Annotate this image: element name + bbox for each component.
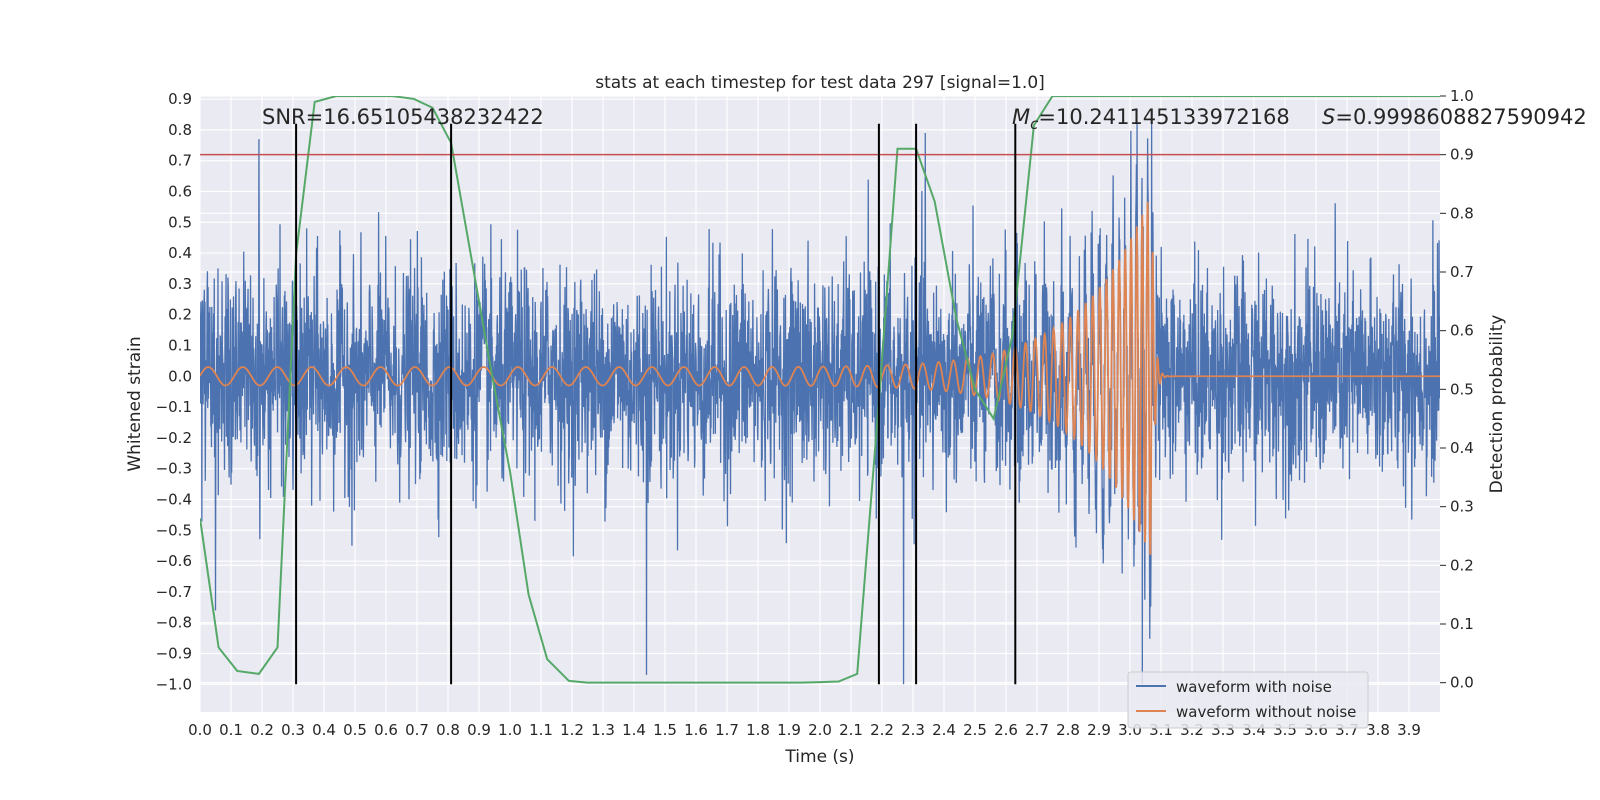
legend: waveform with noise waveform without noi… bbox=[1127, 671, 1369, 729]
x-tick-label: 0.6 bbox=[374, 721, 398, 739]
y-axis-ticks: 0.9 0.8 0.7 0.6 0.5 0.4 0.3 0.2 0.1 0.0 −0.1 −0.2 −0… bbox=[156, 90, 192, 693]
x-tick-label: 3.8 bbox=[1366, 721, 1390, 739]
chart-title: stats at each timestep for test data 297… bbox=[595, 73, 1045, 93]
mc-subscript: c bbox=[1030, 115, 1039, 133]
y-tick-label: −0.5 bbox=[156, 521, 192, 539]
x-tick-label: 2.9 bbox=[1087, 721, 1111, 739]
vertical-markers bbox=[295, 123, 1017, 685]
x-tick-label: 2.3 bbox=[901, 721, 925, 739]
x-tick-label: 2.6 bbox=[994, 721, 1018, 739]
legend-label-clean: waveform without noise bbox=[1176, 703, 1356, 721]
y-tick-label: 0.9 bbox=[168, 90, 192, 108]
series-waveform-with-noise bbox=[200, 123, 1440, 685]
y-tick-label: −1.0 bbox=[156, 675, 192, 693]
x-tick-label: 2.7 bbox=[1025, 721, 1049, 739]
x-tick-label: 0.7 bbox=[405, 721, 429, 739]
x-tick-label: 1.8 bbox=[746, 721, 770, 739]
x-tick-label: 2.4 bbox=[932, 721, 956, 739]
x-axis-label: Time (s) bbox=[784, 747, 854, 767]
y-tick-label: −0.6 bbox=[156, 552, 192, 570]
legend-label-noise: waveform with noise bbox=[1176, 678, 1332, 696]
y2-tick-label: 0.1 bbox=[1450, 615, 1474, 633]
x-tick-label: 2.0 bbox=[808, 721, 832, 739]
x-tick-label: 1.5 bbox=[653, 721, 677, 739]
x-tick-label: 1.1 bbox=[529, 721, 553, 739]
y2-tick-label: 1.0 bbox=[1450, 87, 1474, 105]
x-tick-label: 1.4 bbox=[622, 721, 646, 739]
y-tick-label: 0.4 bbox=[168, 244, 192, 262]
y-tick-label: 0.0 bbox=[168, 367, 192, 385]
y-tick-label: 0.7 bbox=[168, 152, 192, 170]
x-tick-label: 2.2 bbox=[870, 721, 894, 739]
snr-annotation: SNR=16.65105438232422 bbox=[262, 105, 544, 129]
y2-tick-label: 0.4 bbox=[1450, 439, 1474, 457]
y2-tick-label: 0.2 bbox=[1450, 556, 1474, 574]
waveform-without-noise-line bbox=[200, 201, 1440, 556]
mc-symbol: M bbox=[1012, 105, 1030, 129]
detection-probability-line bbox=[200, 96, 1440, 684]
y-tick-label: −0.2 bbox=[156, 429, 192, 447]
x-tick-label: 1.9 bbox=[777, 721, 801, 739]
mc-value: =10.241145133972168 bbox=[1038, 105, 1289, 129]
y-tick-label: 0.2 bbox=[168, 306, 192, 324]
y-tick-label: −0.4 bbox=[156, 490, 192, 508]
x-tick-label: 0.2 bbox=[250, 721, 274, 739]
x-tick-label: 1.6 bbox=[684, 721, 708, 739]
y2-tick-label: 0.0 bbox=[1450, 674, 1474, 692]
x-tick-label: 1.0 bbox=[498, 721, 522, 739]
y-tick-label: 0.3 bbox=[168, 275, 192, 293]
y-tick-label: 0.8 bbox=[168, 121, 192, 139]
s-value: =0.9998608827590942 bbox=[1335, 105, 1586, 129]
x-tick-label: 1.7 bbox=[715, 721, 739, 739]
series-waveform-without-noise bbox=[200, 201, 1440, 556]
y-tick-label: −0.8 bbox=[156, 614, 192, 632]
y-tick-label: 0.5 bbox=[168, 213, 192, 231]
y-tick-label: 0.1 bbox=[168, 336, 192, 354]
waveform-with-noise-line bbox=[200, 123, 1440, 685]
s-symbol: S bbox=[1322, 105, 1335, 129]
x-tick-label: 3.9 bbox=[1397, 721, 1421, 739]
y2-tick-label: 0.9 bbox=[1450, 146, 1474, 164]
x-tick-label: 0.8 bbox=[436, 721, 460, 739]
x-tick-label: 0.5 bbox=[343, 721, 367, 739]
y2-axis-ticks: 1.0 0.9 0.8 0.7 0.6 0.5 0.4 0.3 0.2 0.1 0.0 bbox=[1440, 87, 1474, 692]
x-tick-label: 0.3 bbox=[281, 721, 305, 739]
y2-tick-label: 0.8 bbox=[1450, 204, 1474, 222]
x-tick-label: 0.9 bbox=[467, 721, 491, 739]
y2-tick-label: 0.7 bbox=[1450, 263, 1474, 281]
legend-box bbox=[1127, 671, 1369, 729]
x-tick-label: 0.1 bbox=[219, 721, 243, 739]
mc-annotation: Mc=10.241145133972168 bbox=[1012, 105, 1290, 133]
grid bbox=[199, 95, 1440, 712]
s-annotation: S=0.9998608827590942 bbox=[1322, 105, 1587, 129]
x-tick-label: 0.4 bbox=[312, 721, 336, 739]
x-tick-label: 2.8 bbox=[1056, 721, 1080, 739]
x-tick-label: 1.2 bbox=[560, 721, 584, 739]
y-tick-label: −0.7 bbox=[156, 583, 192, 601]
x-tick-label: 1.3 bbox=[591, 721, 615, 739]
y-tick-label: −0.9 bbox=[156, 644, 192, 662]
y2-tick-label: 0.6 bbox=[1450, 322, 1474, 340]
y2-tick-label: 0.3 bbox=[1450, 498, 1474, 516]
y-tick-label: −0.3 bbox=[156, 460, 192, 478]
y2-tick-label: 0.5 bbox=[1450, 380, 1474, 398]
x-tick-label: 0.0 bbox=[188, 721, 212, 739]
x-tick-label: 2.5 bbox=[963, 721, 987, 739]
series-detection-probability bbox=[200, 96, 1440, 684]
y2-axis-label: Detection probability bbox=[1487, 315, 1507, 494]
y-axis-label: Whitened strain bbox=[125, 336, 145, 471]
y-tick-label: 0.6 bbox=[168, 182, 192, 200]
x-tick-label: 2.1 bbox=[839, 721, 863, 739]
y-tick-label: −0.1 bbox=[156, 398, 192, 416]
